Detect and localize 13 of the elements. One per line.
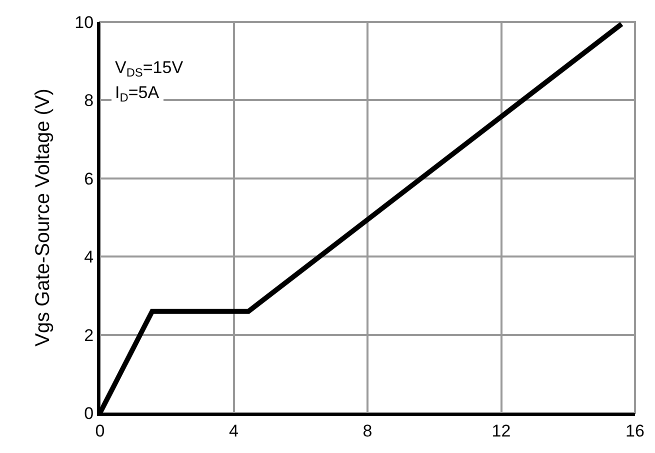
x-tick-label: 8 xyxy=(362,421,372,440)
x-tick-label: 16 xyxy=(626,421,644,440)
x-tick-label: 4 xyxy=(229,421,238,440)
annotation: I$_{D}$=5A xyxy=(115,83,160,105)
annotation: V$_{DS}$=15V xyxy=(115,58,184,80)
y-axis-title: Vgs Gate-Source Voltage (V) xyxy=(32,88,54,346)
y-tick-label: 2 xyxy=(84,326,94,345)
y-tick-label: 6 xyxy=(84,169,94,188)
x-tick-label: 12 xyxy=(492,421,511,440)
y-tick-label: 8 xyxy=(84,91,94,110)
y-tick-label: 0 xyxy=(84,404,94,423)
y-tick-label: 10 xyxy=(74,12,94,32)
y-tick-label: 4 xyxy=(84,248,94,267)
